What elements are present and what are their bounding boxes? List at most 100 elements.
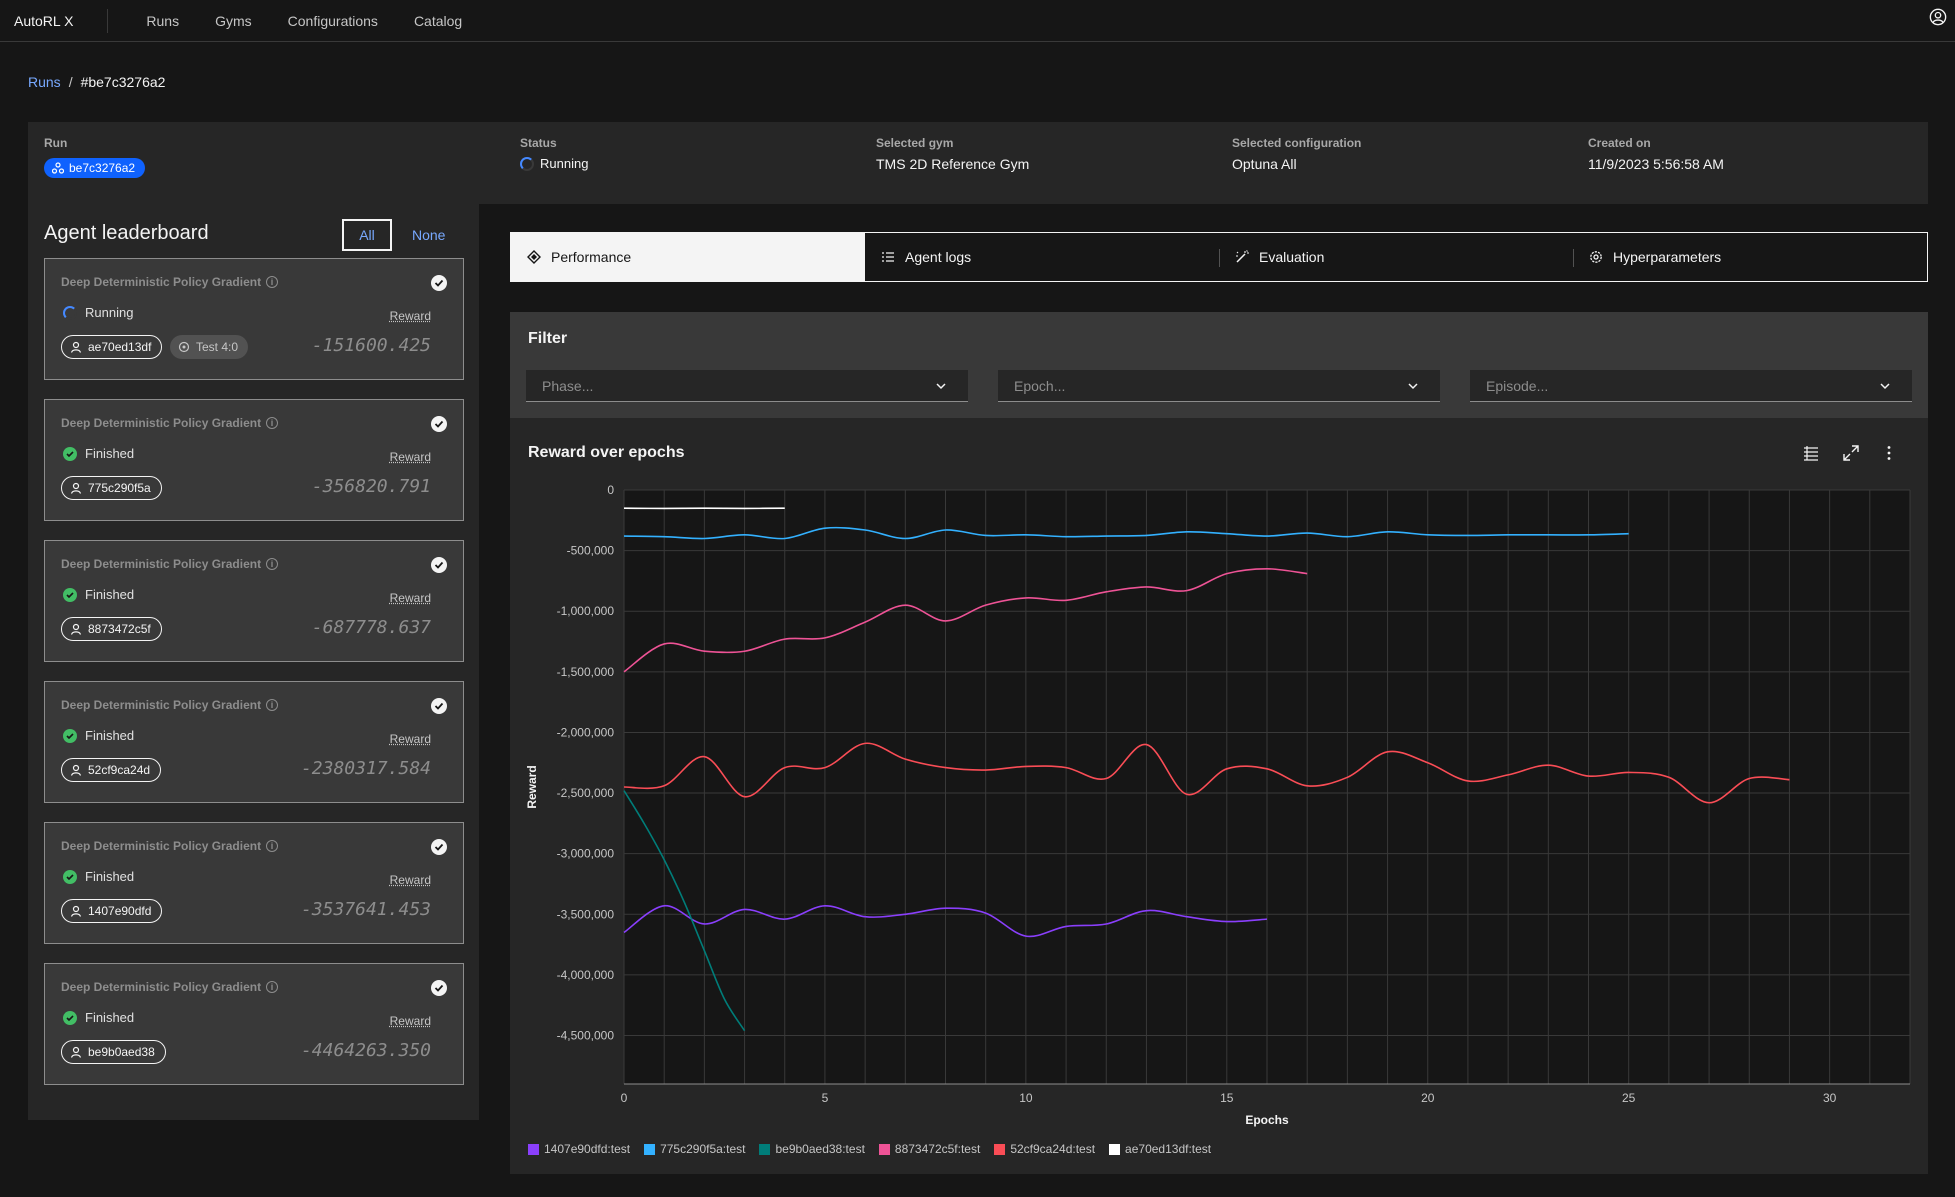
legend-swatch: [994, 1143, 1006, 1155]
checkbox-checked-icon[interactable]: [431, 698, 447, 714]
legend-swatch: [759, 1143, 771, 1155]
select-all-button[interactable]: All: [342, 219, 392, 251]
overflow-menu-icon[interactable]: [1880, 444, 1898, 462]
checkbox-checked-icon[interactable]: [431, 416, 447, 432]
checkbox-checked-icon[interactable]: [431, 980, 447, 996]
checkmark-filled-icon: [63, 587, 77, 602]
reward-label[interactable]: Reward: [389, 591, 431, 605]
agent-id-tag[interactable]: 775c290f5a: [61, 476, 162, 500]
episode-select[interactable]: Episode...: [1470, 370, 1912, 402]
agent-card[interactable]: Deep Deterministic Policy Gradient i Finis…: [44, 399, 464, 521]
phase-select[interactable]: Phase...: [526, 370, 968, 402]
agent-status: Finished: [63, 446, 134, 461]
agent-id-tag[interactable]: ae70ed13df: [61, 335, 163, 359]
series-line-52cf9ca24d-test[interactable]: [623, 742, 1790, 804]
agent-status: Finished: [63, 728, 134, 743]
nav-catalog[interactable]: Catalog: [413, 12, 463, 29]
summary-created: Created on 11/9/2023 5:56:58 AM: [1588, 136, 1724, 172]
filter-panel: Filter Phase... Epoch... Episode...: [510, 312, 1928, 418]
agent-id-tag[interactable]: 52cf9ca24d: [61, 758, 162, 782]
information-icon[interactable]: i: [266, 981, 279, 993]
legend-item[interactable]: ae70ed13df:test: [1109, 1142, 1211, 1156]
agent-reward-value: -2380317.584: [300, 758, 431, 779]
tab-evaluation-label: Evaluation: [1259, 249, 1325, 265]
summary-run: Run be7c3276a2: [44, 136, 146, 179]
reward-label[interactable]: Reward: [389, 873, 431, 887]
reward-label[interactable]: Reward: [389, 450, 431, 464]
chart-title: Reward over epochs: [528, 444, 685, 461]
breadcrumb-separator: /: [68, 74, 73, 90]
information-icon[interactable]: i: [266, 699, 279, 711]
reward-label[interactable]: Reward: [389, 1014, 431, 1028]
y-tick-label: -4,000,000: [557, 968, 615, 982]
series-line-be9b0aed38-test[interactable]: [623, 790, 746, 1032]
checkbox-checked-icon[interactable]: [431, 839, 447, 855]
brand-name[interactable]: AutoRL X: [0, 8, 109, 33]
agent-id-tag[interactable]: 8873472c5f: [61, 617, 162, 641]
agent-id: 1407e90dfd: [88, 904, 152, 918]
agent-name: Deep Deterministic Policy Gradient i: [61, 557, 279, 571]
information-icon[interactable]: i: [266, 840, 279, 852]
epoch-select[interactable]: Epoch...: [998, 370, 1440, 402]
legend-swatch: [1109, 1143, 1121, 1155]
agent-name-label: Deep Deterministic Policy Gradient: [61, 416, 262, 430]
legend-item[interactable]: 8873472c5f:test: [878, 1142, 981, 1156]
agent-card[interactable]: Deep Deterministic Policy Gradient i Finis…: [44, 540, 464, 662]
top-header: AutoRL X Runs Gyms Configurations Catalo…: [0, 0, 1955, 42]
checkbox-checked-icon[interactable]: [431, 275, 447, 291]
x-tick-label: 20: [1421, 1091, 1435, 1105]
tab-performance[interactable]: Performance: [511, 233, 865, 281]
information-icon[interactable]: i: [266, 276, 279, 288]
nav-runs[interactable]: Runs: [146, 12, 180, 29]
leaderboard-title: Agent leaderboard: [44, 222, 209, 244]
checkbox-checked-icon[interactable]: [431, 557, 447, 573]
reward-label[interactable]: Reward: [389, 309, 431, 323]
agent-name: Deep Deterministic Policy Gradient i: [61, 275, 279, 289]
checkmark-filled-icon: [63, 869, 77, 884]
breadcrumb-runs-link[interactable]: Runs: [28, 74, 61, 90]
agent-name-label: Deep Deterministic Policy Gradient: [61, 557, 262, 571]
series-line-8873472c5f-test[interactable]: [623, 567, 1308, 673]
nav-gyms[interactable]: Gyms: [215, 12, 252, 29]
maximize-icon[interactable]: [1842, 444, 1860, 462]
legend-item[interactable]: 52cf9ca24d:test: [994, 1142, 1095, 1156]
agent-icon: [70, 623, 82, 635]
legend-label: ae70ed13df:test: [1125, 1142, 1212, 1156]
agent-id: 775c290f5a: [88, 481, 151, 495]
legend-item[interactable]: be9b0aed38:test: [759, 1142, 865, 1156]
agent-name: Deep Deterministic Policy Gradient i: [61, 698, 279, 712]
legend-label: 1407e90dfd:test: [544, 1142, 631, 1156]
information-icon[interactable]: i: [266, 417, 279, 429]
agent-id-tag[interactable]: be9b0aed38: [61, 1040, 166, 1064]
user-avatar-icon[interactable]: [1929, 8, 1947, 26]
checkmark-filled-icon: [63, 728, 77, 743]
agent-card[interactable]: Deep Deterministic Policy Gradient i Finis…: [44, 681, 464, 803]
nav-configurations[interactable]: Configurations: [287, 12, 378, 29]
agent-status-text: Finished: [85, 587, 135, 602]
agent-card[interactable]: Deep Deterministic Policy Gradient i Runni…: [44, 258, 464, 380]
table-view-icon[interactable]: [1802, 444, 1820, 462]
series-line-1407e90dfd-test[interactable]: [623, 904, 1268, 938]
legend-label: 8873472c5f:test: [894, 1142, 981, 1156]
y-tick-label: -500,000: [567, 544, 615, 558]
agent-reward-value: -3537641.453: [300, 899, 431, 920]
legend-item[interactable]: 1407e90dfd:test: [528, 1142, 630, 1156]
information-icon[interactable]: i: [266, 558, 279, 570]
tab-evaluation[interactable]: Evaluation: [1219, 233, 1573, 281]
status-value: Running: [520, 156, 588, 171]
reward-label[interactable]: Reward: [389, 732, 431, 746]
tab-agent-logs[interactable]: Agent logs: [865, 233, 1219, 281]
tab-hyperparameters[interactable]: Hyperparameters: [1573, 233, 1927, 281]
select-none-button[interactable]: None: [412, 227, 446, 243]
legend-label: 775c290f5a:test: [660, 1142, 746, 1156]
agent-card[interactable]: Deep Deterministic Policy Gradient i Finis…: [44, 822, 464, 944]
test-phase-label: Test 4:0: [196, 340, 239, 354]
run-id-tag[interactable]: be7c3276a2: [44, 158, 146, 178]
series-line-775c290f5a-test[interactable]: [623, 526, 1629, 540]
agent-name-label: Deep Deterministic Policy Gradient: [61, 275, 262, 289]
agent-id-tag[interactable]: 1407e90dfd: [61, 899, 163, 923]
legend-item[interactable]: 775c290f5a:test: [644, 1142, 745, 1156]
x-tick-label: 30: [1823, 1091, 1837, 1105]
content-tabs: Performance Agent logs Evaluation Hyperp…: [510, 232, 1928, 282]
agent-card[interactable]: Deep Deterministic Policy Gradient i Finis…: [44, 963, 464, 1085]
